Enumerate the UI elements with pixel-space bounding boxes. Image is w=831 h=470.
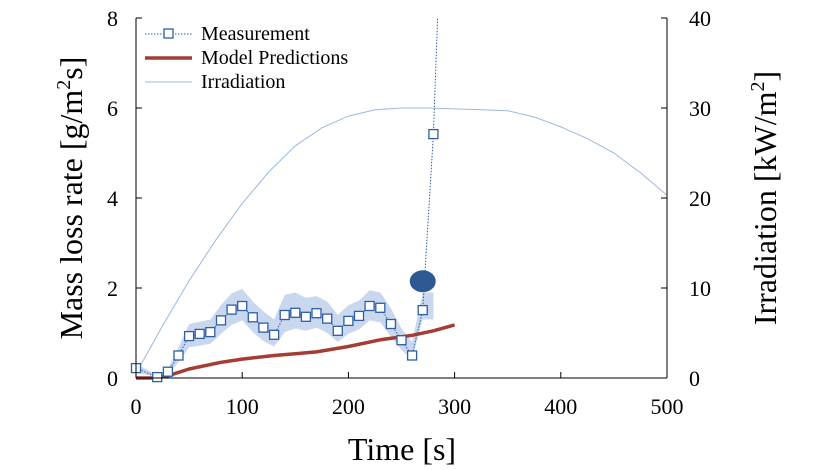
measurement-point [183, 330, 195, 342]
measurement-uncertainty-band [136, 288, 434, 378]
measurement-point [332, 325, 343, 336]
right-tick-label: 10 [689, 276, 711, 301]
measurement-point [428, 128, 439, 140]
x-tick-label: 500 [651, 394, 684, 419]
left-axis-title: Mass loss rate [g/m2s] [53, 57, 89, 340]
right-axis-title: Irradiation [kW/m2] [747, 71, 783, 325]
left-tick-label: 8 [107, 6, 118, 31]
legend-label: Measurement [201, 23, 310, 45]
legend-measurement-marker [163, 28, 174, 39]
measurement-point [375, 302, 386, 313]
left-tick-label: 0 [107, 366, 118, 391]
measurement-point [205, 326, 216, 338]
right-tick-label: 20 [689, 186, 711, 211]
irradiation-line [135, 107, 668, 374]
uncertainty-band-layer [136, 288, 434, 378]
measurement-point [385, 318, 397, 330]
measurement-point [353, 310, 365, 322]
measurement-point [417, 304, 428, 316]
measurement-point [268, 329, 280, 340]
measurement-point [194, 328, 205, 340]
measurement-point [215, 315, 227, 326]
measurement-line-continuation [432, 17, 439, 135]
x-tick-label: 0 [131, 394, 142, 419]
left-tick-label: 4 [107, 186, 118, 211]
measurement-point [247, 312, 258, 323]
measurement-point [290, 307, 301, 318]
x-tick-label: 300 [438, 394, 471, 419]
measurement-point [364, 300, 375, 312]
measurement-point [152, 371, 163, 383]
legend-label: Irradiation [201, 71, 285, 93]
measurement-point [311, 308, 322, 319]
left-tick-label: 2 [107, 276, 118, 301]
measurement-point [237, 300, 248, 312]
x-axis-title: Time [s] [348, 431, 456, 467]
right-tick-label: 0 [689, 366, 700, 391]
measurement-point [162, 366, 174, 377]
measurement-point [300, 311, 312, 322]
legend-label: Model Predictions [201, 47, 348, 69]
left-tick-label: 6 [107, 96, 118, 121]
measurement-point [173, 350, 184, 361]
x-tick-label: 200 [332, 394, 365, 419]
measurement-point [406, 350, 418, 361]
marker-layer [130, 128, 439, 383]
measurement-point [258, 322, 269, 333]
annotation-filled-ellipse [409, 270, 436, 293]
measurement-point [322, 313, 333, 324]
measurement-point [279, 309, 290, 321]
measurement-line [135, 134, 434, 378]
right-tick-label: 30 [689, 96, 711, 121]
x-tick-label: 400 [544, 394, 577, 419]
measurement-point [343, 315, 354, 327]
x-tick-label: 100 [226, 394, 259, 419]
right-tick-label: 40 [689, 6, 711, 31]
axes [135, 17, 668, 379]
measurement-point [226, 304, 237, 315]
measurement-point [396, 335, 407, 346]
